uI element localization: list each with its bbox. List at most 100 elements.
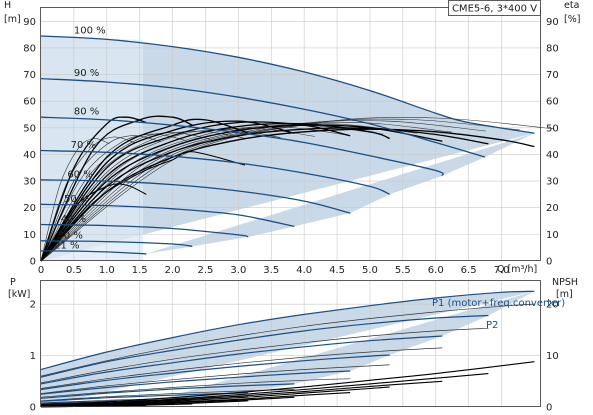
eta-tick-label: 0	[546, 257, 552, 268]
eta-tick-label: 50	[546, 123, 559, 134]
chart-title: CME5-6, 3*400 V	[452, 4, 537, 15]
npsh-tick-label: 10	[546, 351, 559, 362]
power-axis-unit: [kW]	[8, 289, 30, 300]
flow-tick-label: 1.0	[99, 265, 115, 276]
power-grid	[41, 281, 541, 407]
flow-tick-label: 6.5	[461, 265, 477, 276]
head-curve	[40, 203, 295, 228]
speed-label: 30 %	[57, 230, 82, 241]
npsh-axis-label: NPSH	[552, 277, 578, 288]
operating-region	[41, 35, 535, 261]
speed-label: 60 %	[67, 169, 92, 180]
eta-tick-label: 10	[546, 230, 559, 241]
head-plot-frame	[40, 7, 541, 261]
p1-curve	[40, 392, 249, 402]
flow-tick-label: 4.0	[296, 265, 312, 276]
head-axis-label: H	[4, 0, 11, 11]
head-tick-label: 70	[23, 70, 36, 81]
flow-tick-label: 5.5	[395, 265, 411, 276]
speed-labels: 100 % 90 % 80 % 70 % 60 % 50 % 40 % 30 %21 %	[54, 25, 106, 251]
eta-axis-label: eta	[564, 0, 579, 11]
flow-tick-label: 0.5	[66, 265, 82, 276]
p2-curve	[40, 364, 390, 394]
p2-curve	[40, 378, 351, 398]
power-tick-label: 2	[30, 300, 36, 311]
flow-tick-label: 3.0	[230, 265, 246, 276]
eta-tick-label: 90	[546, 17, 559, 28]
speed-label: 50 %	[64, 194, 89, 205]
head-tick-label: 30	[23, 177, 36, 188]
speed-label: 100 %	[74, 25, 106, 36]
flow-tick-label: 0	[38, 265, 44, 276]
thin-efficiency-curve	[40, 121, 452, 262]
speed-label: 40 %	[61, 214, 86, 225]
p1-curve	[40, 335, 443, 385]
efficiency-curve	[40, 124, 443, 262]
power-tick-label: 1	[30, 351, 36, 362]
head-efficiency-curves	[40, 35, 555, 262]
flow-tick-label: 2.0	[165, 265, 181, 276]
efficiency-curve	[40, 116, 147, 262]
head-curve	[40, 179, 351, 214]
head-curve	[40, 77, 486, 158]
npsh-curve	[40, 361, 535, 405]
flow-axis-label: Q [m³/h]	[497, 264, 537, 275]
p1-curve	[40, 314, 489, 378]
speed-label: 21 %	[54, 240, 79, 251]
p2-curve	[40, 347, 443, 389]
npsh-tick-label: 20	[546, 300, 559, 311]
thin-efficiency-curve	[40, 132, 213, 262]
eta-tick-label: 40	[546, 150, 559, 161]
p2-curve	[40, 395, 249, 404]
head-tick-label: 90	[23, 17, 36, 28]
eta-tick-label: 30	[546, 177, 559, 188]
head-axis-unit: [m]	[4, 14, 21, 25]
thin-efficiency-curve	[40, 123, 418, 262]
speed-label: 70 %	[71, 140, 96, 151]
eta-tick-label: 70	[546, 70, 559, 81]
head-tick-label: 40	[23, 150, 36, 161]
efficiency-curve	[40, 120, 295, 262]
power-axis-label: P	[10, 277, 16, 288]
head-curve	[40, 149, 390, 196]
eta-tick-label: 20	[546, 203, 559, 214]
flow-tick-label: 1.5	[132, 265, 148, 276]
efficiency-curve	[40, 118, 249, 262]
efficiency-curve	[40, 121, 351, 262]
p2-curve	[40, 327, 489, 384]
p1-curve	[40, 370, 351, 395]
thin-efficiency-curve	[40, 133, 187, 262]
power-tick-label: 0	[30, 403, 36, 414]
p2-curve	[40, 389, 295, 402]
eta-tick-label: 60	[546, 97, 559, 108]
head-tick-label: 20	[23, 203, 36, 214]
title-box	[448, 0, 541, 16]
head-tick-label: 10	[23, 230, 36, 241]
head-efficiency-panel: 0 10 20 30 40 50 60 70 80 90 0 10 20 30 40 50 60 70 80 90 0 0…	[4, 0, 580, 276]
head-tick-label: 0	[30, 257, 36, 268]
p1-annotation: P1 (motor+freq.converter)	[432, 298, 565, 309]
head-grid	[41, 8, 541, 261]
head-tick-labels: 0 10 20 30 40 50 60 70 80 90 0 10 20 30 40 50 60 70 80 90 0 0…	[23, 17, 558, 276]
p2-curve	[40, 303, 535, 377]
thin-efficiency-curve	[40, 136, 136, 262]
head-curve	[40, 250, 147, 255]
head-tick-label: 80	[23, 43, 36, 54]
head-curve	[40, 240, 193, 248]
flow-tick-label: 2.5	[198, 265, 214, 276]
p2-annotation: P2	[486, 320, 498, 331]
eta-axis-unit: [%]	[564, 14, 580, 25]
flow-tick-label: 5.0	[362, 265, 378, 276]
speed-label: 80 %	[74, 107, 99, 118]
efficiency-curve	[40, 128, 535, 262]
p1-curve	[40, 383, 295, 399]
head-tick-label: 50	[23, 123, 36, 134]
npsh-tick-label: 0	[546, 403, 552, 414]
efficiency-curve	[40, 127, 489, 262]
power-npsh-curves	[40, 290, 535, 408]
flow-tick-label: 7.0	[494, 265, 510, 276]
eta-tick-label: 80	[546, 43, 559, 54]
